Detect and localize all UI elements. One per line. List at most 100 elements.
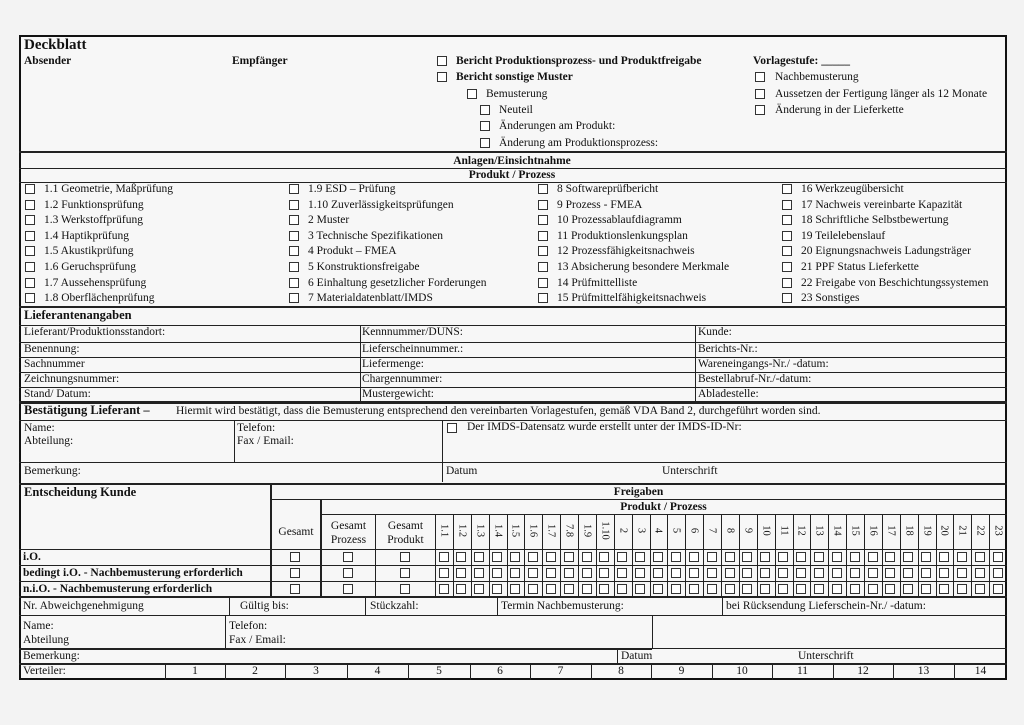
release-checkbox[interactable]	[707, 584, 717, 594]
release-checkbox[interactable]	[975, 584, 985, 594]
attachment-checkbox[interactable]	[782, 277, 792, 288]
release-checkbox[interactable]	[582, 568, 592, 578]
release-checkbox[interactable]	[957, 584, 967, 594]
attachment-checkbox[interactable]	[538, 215, 548, 226]
release-checkbox[interactable]	[456, 552, 466, 562]
release-checkbox[interactable]	[778, 568, 788, 578]
release-checkbox[interactable]	[582, 552, 592, 562]
release-checkbox[interactable]	[885, 568, 895, 578]
release-checkbox[interactable]	[564, 552, 574, 562]
attachment-checkbox[interactable]	[25, 230, 35, 241]
release-checkbox[interactable]	[439, 568, 449, 578]
release-checkbox[interactable]	[564, 568, 574, 578]
level-option-checkbox[interactable]	[755, 88, 765, 99]
release-checkbox[interactable]	[492, 568, 502, 578]
release-checkbox[interactable]	[814, 552, 824, 562]
release-checkbox[interactable]	[725, 552, 735, 562]
release-checkbox[interactable]	[474, 552, 484, 562]
release-checkbox[interactable]	[474, 584, 484, 594]
attachment-checkbox[interactable]	[782, 262, 792, 272]
release-checkbox[interactable]	[975, 552, 985, 562]
release-checkbox[interactable]	[939, 568, 949, 578]
release-checkbox[interactable]	[635, 584, 645, 594]
release-checkbox[interactable]	[832, 584, 842, 594]
attachment-checkbox[interactable]	[25, 199, 35, 210]
release-checkbox[interactable]	[939, 552, 949, 562]
total-checkbox[interactable]	[290, 552, 300, 562]
release-checkbox[interactable]	[707, 552, 717, 562]
release-checkbox[interactable]	[885, 552, 895, 562]
total-product-checkbox[interactable]	[400, 568, 410, 578]
total-process-checkbox[interactable]	[343, 552, 353, 562]
release-checkbox[interactable]	[671, 584, 681, 594]
attachment-checkbox[interactable]	[25, 277, 35, 288]
release-checkbox[interactable]	[796, 552, 806, 562]
release-checkbox[interactable]	[456, 584, 466, 594]
attachment-checkbox[interactable]	[538, 184, 548, 194]
release-checkbox[interactable]	[760, 584, 770, 594]
total-checkbox[interactable]	[290, 584, 300, 594]
attachment-checkbox[interactable]	[538, 199, 548, 210]
level-option-checkbox[interactable]	[755, 105, 765, 115]
release-checkbox[interactable]	[868, 552, 878, 562]
release-checkbox[interactable]	[725, 568, 735, 578]
release-checkbox[interactable]	[546, 552, 556, 562]
attachment-checkbox[interactable]	[782, 230, 792, 241]
release-checkbox[interactable]	[832, 568, 842, 578]
release-checkbox[interactable]	[653, 568, 663, 578]
release-checkbox[interactable]	[546, 584, 556, 594]
release-checkbox[interactable]	[814, 584, 824, 594]
attachment-checkbox[interactable]	[289, 246, 299, 257]
attachment-checkbox[interactable]	[25, 215, 35, 226]
release-checkbox[interactable]	[689, 552, 699, 562]
attachment-checkbox[interactable]	[782, 199, 792, 210]
release-checkbox[interactable]	[510, 568, 520, 578]
release-checkbox[interactable]	[599, 584, 609, 594]
release-checkbox[interactable]	[546, 568, 556, 578]
release-checkbox[interactable]	[510, 552, 520, 562]
attachment-checkbox[interactable]	[289, 293, 299, 304]
release-checkbox[interactable]	[903, 552, 913, 562]
release-checkbox[interactable]	[921, 568, 931, 578]
release-checkbox[interactable]	[653, 584, 663, 594]
release-checkbox[interactable]	[617, 552, 627, 562]
total-product-checkbox[interactable]	[400, 584, 410, 594]
release-checkbox[interactable]	[993, 584, 1003, 594]
release-checkbox[interactable]	[528, 552, 538, 562]
release-checkbox[interactable]	[796, 568, 806, 578]
release-checkbox[interactable]	[707, 568, 717, 578]
attachment-checkbox[interactable]	[289, 277, 299, 288]
release-checkbox[interactable]	[903, 584, 913, 594]
release-checkbox[interactable]	[993, 568, 1003, 578]
release-checkbox[interactable]	[868, 568, 878, 578]
release-checkbox[interactable]	[885, 584, 895, 594]
release-checkbox[interactable]	[439, 552, 449, 562]
release-checkbox[interactable]	[850, 568, 860, 578]
attachment-checkbox[interactable]	[538, 293, 548, 304]
report-option-checkbox[interactable]	[437, 56, 447, 66]
release-checkbox[interactable]	[832, 552, 842, 562]
attachment-checkbox[interactable]	[289, 230, 299, 241]
release-checkbox[interactable]	[957, 552, 967, 562]
attachment-checkbox[interactable]	[25, 184, 35, 194]
attachment-checkbox[interactable]	[538, 262, 548, 272]
release-checkbox[interactable]	[492, 584, 502, 594]
release-checkbox[interactable]	[796, 584, 806, 594]
release-checkbox[interactable]	[582, 584, 592, 594]
total-checkbox[interactable]	[290, 568, 300, 578]
total-process-checkbox[interactable]	[343, 568, 353, 578]
attachment-checkbox[interactable]	[289, 215, 299, 226]
release-checkbox[interactable]	[617, 584, 627, 594]
release-checkbox[interactable]	[993, 552, 1003, 562]
release-checkbox[interactable]	[617, 568, 627, 578]
release-checkbox[interactable]	[814, 568, 824, 578]
release-checkbox[interactable]	[474, 568, 484, 578]
release-checkbox[interactable]	[456, 568, 466, 578]
release-checkbox[interactable]	[635, 552, 645, 562]
report-option-checkbox[interactable]	[467, 89, 477, 99]
total-product-checkbox[interactable]	[400, 552, 410, 562]
report-option-checkbox[interactable]	[480, 105, 490, 115]
attachment-checkbox[interactable]	[782, 246, 792, 257]
release-checkbox[interactable]	[742, 568, 752, 578]
report-option-checkbox[interactable]	[480, 138, 490, 148]
